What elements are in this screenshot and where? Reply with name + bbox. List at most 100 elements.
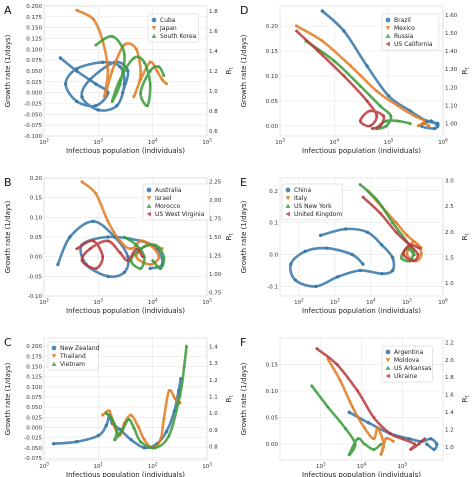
rt-tick-label: 2.5 bbox=[445, 204, 454, 210]
legend-marker bbox=[385, 365, 391, 370]
data-point bbox=[148, 263, 152, 267]
y-tick-label: 0.150 bbox=[26, 364, 42, 370]
x-tick-label: 102 bbox=[39, 138, 49, 147]
data-point bbox=[344, 227, 348, 231]
y-tick-label: -0.10 bbox=[28, 294, 43, 300]
data-point bbox=[164, 82, 169, 86]
rt-tick-label: 0.8 bbox=[209, 445, 218, 451]
rt-tick-label: 0.8 bbox=[209, 109, 218, 115]
data-point bbox=[416, 124, 420, 128]
panel-D: 103 104 105 106 0.00 0.05 0.10 0.15 0.20 1.00 1.10… bbox=[240, 4, 471, 155]
data-point bbox=[343, 426, 347, 430]
data-point bbox=[126, 417, 131, 421]
y-tick-label: 0.025 bbox=[26, 80, 42, 86]
data-point bbox=[389, 114, 393, 118]
rt-tick-label: 1.0 bbox=[209, 89, 218, 95]
plot-frame bbox=[279, 5, 444, 137]
legend-marker bbox=[285, 196, 291, 201]
data-point bbox=[75, 9, 79, 12]
data-point bbox=[118, 239, 122, 243]
plot-frame bbox=[43, 177, 208, 297]
data-point bbox=[368, 124, 372, 128]
legend-marker bbox=[51, 361, 57, 366]
data-point bbox=[412, 442, 416, 446]
y-tick-label: 0.000 bbox=[26, 425, 42, 431]
legend-label: Japan bbox=[159, 25, 177, 32]
data-point bbox=[325, 246, 329, 250]
legend-marker bbox=[146, 211, 151, 217]
data-point bbox=[294, 24, 299, 28]
data-point bbox=[363, 442, 367, 446]
data-point bbox=[100, 413, 105, 417]
data-point bbox=[129, 258, 133, 262]
data-point bbox=[75, 247, 79, 251]
data-point bbox=[162, 418, 166, 421]
data-point bbox=[432, 126, 437, 131]
series-line bbox=[315, 347, 426, 451]
data-point bbox=[75, 67, 79, 71]
data-point bbox=[417, 246, 421, 250]
data-point bbox=[134, 243, 138, 247]
data-point bbox=[129, 247, 133, 251]
x-tick-label: 103 bbox=[316, 462, 326, 471]
legend-label: Ukraine bbox=[394, 373, 417, 380]
data-point bbox=[113, 438, 117, 441]
series-line bbox=[288, 227, 396, 288]
x-tick-label: 103 bbox=[94, 298, 104, 307]
legend-marker bbox=[151, 26, 157, 31]
data-point bbox=[115, 429, 119, 433]
legend-box bbox=[147, 13, 199, 43]
data-point bbox=[75, 99, 79, 104]
data-point bbox=[148, 82, 152, 86]
rt-tick-label: 2.2 bbox=[445, 340, 454, 346]
data-point bbox=[379, 442, 383, 446]
legend-label: South Korea bbox=[160, 33, 197, 40]
y-tick-label: 0.10 bbox=[266, 74, 279, 80]
data-point bbox=[399, 256, 404, 260]
legend-box bbox=[142, 183, 211, 221]
x-tick-label: 103 bbox=[202, 462, 212, 471]
data-point bbox=[365, 230, 370, 234]
data-point bbox=[106, 274, 110, 279]
data-point bbox=[405, 253, 409, 257]
y-tick-label: 0.025 bbox=[26, 415, 42, 421]
data-point bbox=[94, 82, 98, 86]
x-tick-label: 100 bbox=[39, 462, 49, 471]
data-point bbox=[416, 442, 420, 446]
rt-tick-label: 1.00 bbox=[445, 121, 458, 127]
y-tick-label: 0.05 bbox=[30, 235, 43, 241]
data-point bbox=[401, 252, 405, 257]
rt-tick-label: 1.0 bbox=[445, 281, 454, 287]
legend-marker bbox=[151, 17, 157, 23]
rt-tick-label: 1.0 bbox=[209, 411, 218, 417]
rt-tick-label: 1.25 bbox=[209, 253, 222, 259]
data-point bbox=[155, 69, 159, 73]
data-point bbox=[408, 447, 412, 452]
y-axis-label: Growth rate (1/days) bbox=[4, 200, 12, 273]
data-point bbox=[138, 440, 143, 444]
x-tick-label: 101 bbox=[94, 462, 104, 471]
data-point bbox=[394, 221, 398, 225]
data-point bbox=[405, 234, 409, 238]
legend-marker bbox=[146, 196, 152, 201]
data-point bbox=[407, 437, 412, 441]
data-point bbox=[391, 440, 395, 444]
y-tick-label: 0.125 bbox=[26, 37, 42, 43]
data-point bbox=[365, 64, 369, 68]
x-tick-label: 104 bbox=[357, 462, 367, 471]
y-tick-label: 0.175 bbox=[26, 354, 42, 360]
legend-label: Russia bbox=[394, 33, 414, 40]
data-point bbox=[122, 43, 126, 47]
data-point bbox=[100, 255, 104, 259]
data-point bbox=[425, 442, 429, 446]
legend-label: Thailand bbox=[59, 353, 86, 360]
rt-tick-label: 1.8 bbox=[209, 9, 218, 15]
data-point bbox=[384, 437, 388, 441]
data-point bbox=[167, 389, 171, 393]
x-tick-label: 102 bbox=[39, 298, 49, 307]
series-line bbox=[295, 24, 431, 128]
legend-label: China bbox=[294, 187, 311, 194]
legend-marker bbox=[385, 26, 391, 31]
data-point bbox=[412, 252, 416, 256]
